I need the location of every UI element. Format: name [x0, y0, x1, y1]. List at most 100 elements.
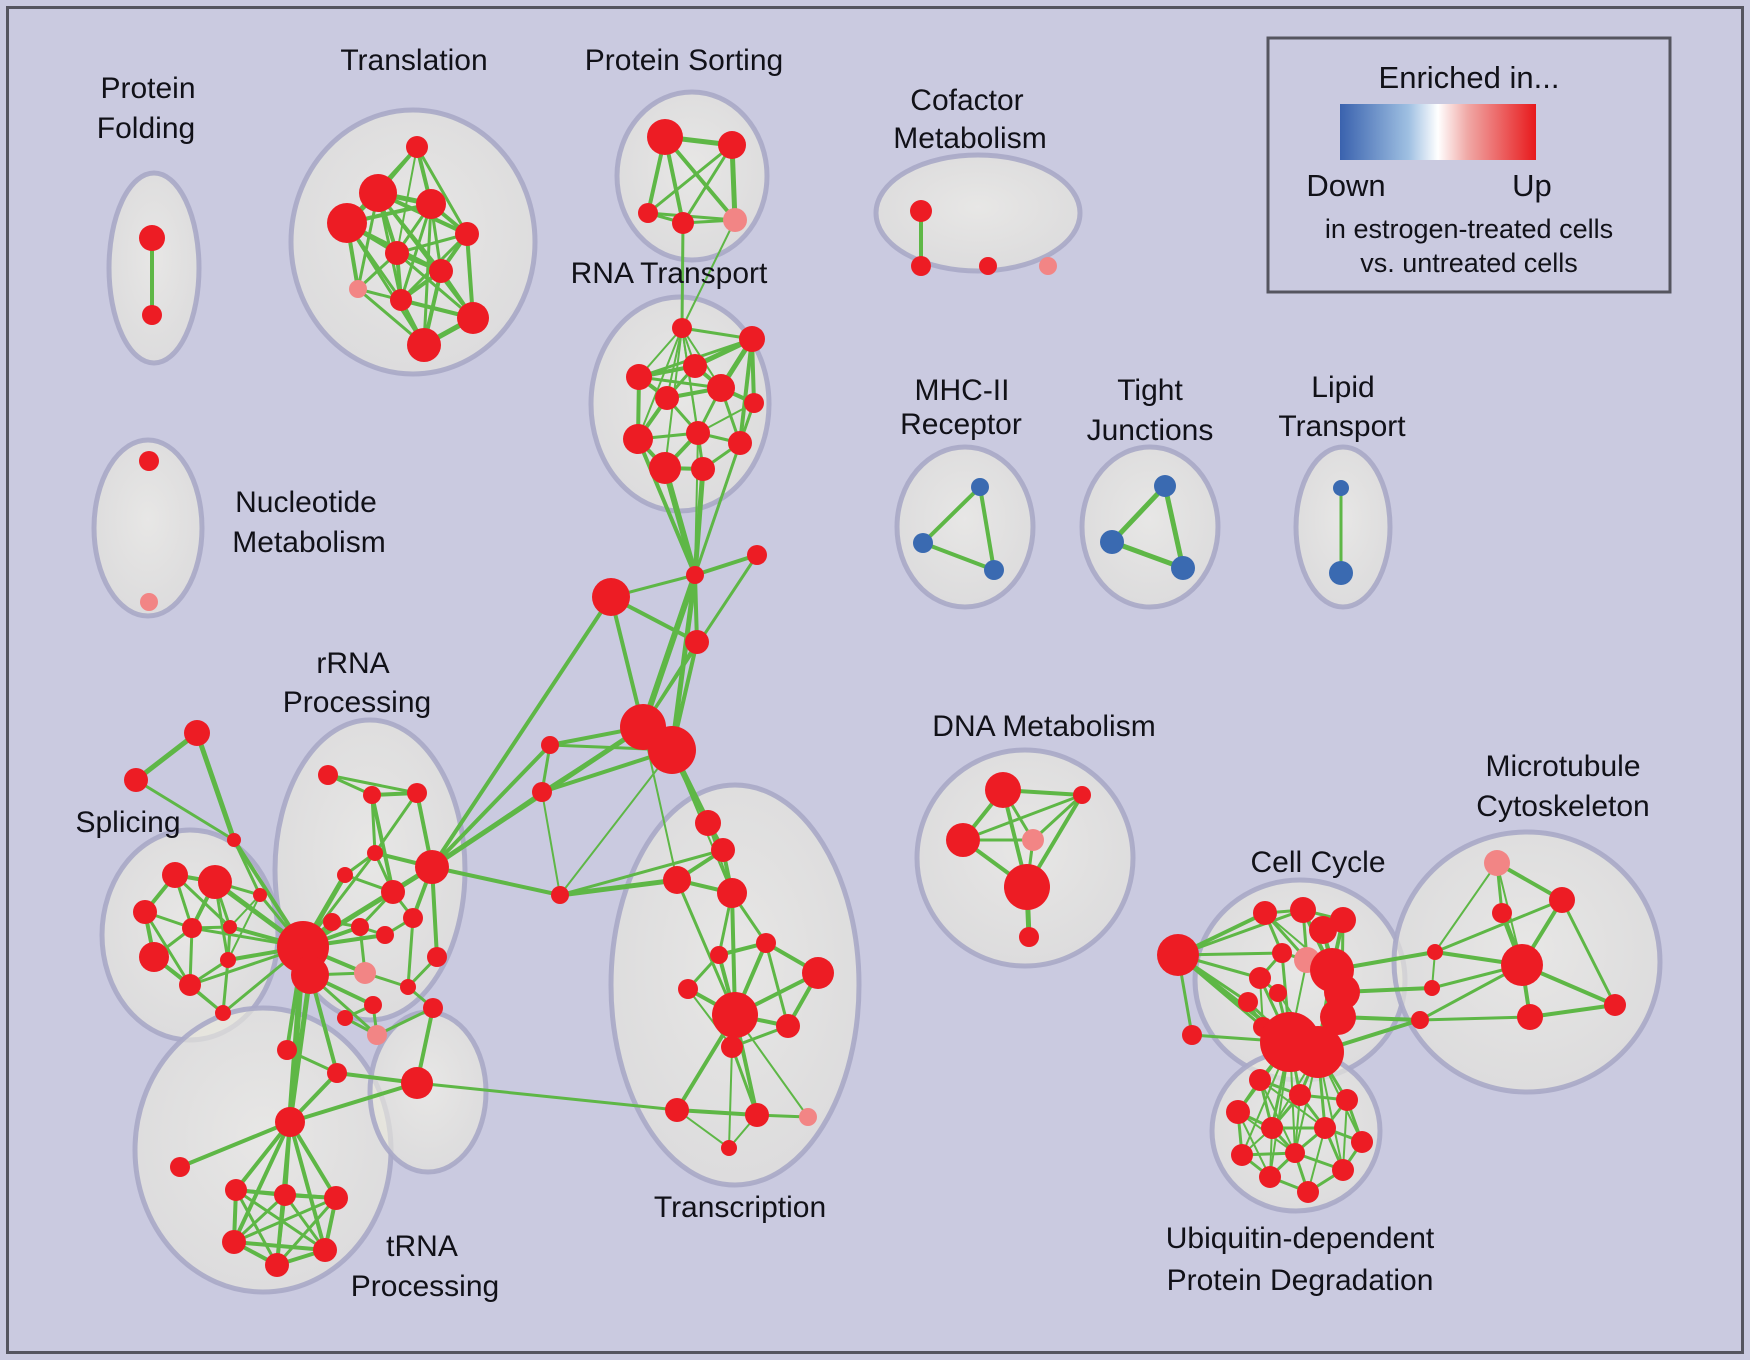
edge-cj1-cj3[interactable] — [693, 553, 759, 577]
edge-ps1-ps5[interactable] — [663, 135, 737, 222]
node-sp2[interactable] — [198, 865, 232, 899]
node-cj7[interactable] — [551, 886, 569, 904]
edge-rr6-cj5[interactable] — [430, 790, 544, 869]
node-ub2[interactable] — [1289, 1084, 1311, 1106]
node-cc1[interactable] — [1157, 934, 1199, 976]
node-cc3[interactable] — [1253, 901, 1277, 925]
edge-mh2-th1[interactable] — [287, 972, 313, 1125]
edge-dm3-dm4[interactable] — [1031, 793, 1084, 842]
node-sp1[interactable] — [162, 862, 188, 888]
edge-cj7-rr6[interactable] — [430, 865, 562, 897]
node-rr25[interactable] — [327, 1063, 347, 1083]
edge-cc1-cc4[interactable] — [1176, 908, 1305, 957]
edge-cj5-cj7[interactable] — [541, 791, 561, 896]
edge-tx11-tx15[interactable] — [728, 1046, 733, 1149]
node-cj6[interactable] — [541, 736, 559, 754]
node-cn3[interactable] — [1411, 1011, 1429, 1029]
edge-tj2-tj3[interactable] — [1109, 539, 1186, 571]
edge-ps5-rt1[interactable] — [681, 219, 736, 329]
node-dm1[interactable] — [985, 772, 1021, 808]
edge-cj7-tx3[interactable] — [557, 877, 680, 898]
node-hx2[interactable] — [648, 726, 696, 774]
node-mt2[interactable] — [1549, 887, 1575, 913]
edge-cn3-mt5[interactable] — [1418, 1015, 1532, 1022]
edge-tn6-tn7[interactable] — [232, 1240, 327, 1252]
node-ub1[interactable] — [1249, 1069, 1271, 1091]
edge-tj1-tj3[interactable] — [1162, 483, 1186, 571]
edge-th1-tn2[interactable] — [178, 1120, 292, 1169]
node-tx6[interactable] — [710, 946, 728, 964]
edge-rr6-cj6[interactable] — [430, 743, 552, 869]
node-mc2[interactable] — [913, 533, 933, 553]
node-tj3[interactable] — [1171, 556, 1195, 580]
node-cj2[interactable] — [685, 630, 709, 654]
node-tx8[interactable] — [802, 957, 834, 989]
node-th1[interactable] — [275, 1107, 305, 1137]
node-rr26[interactable] — [401, 1067, 433, 1099]
node-cf1[interactable] — [910, 200, 932, 222]
edge-sp5-sp6[interactable] — [229, 894, 261, 928]
node-lp1[interactable] — [1333, 480, 1349, 496]
edge-rt11-cj1[interactable] — [662, 465, 698, 578]
node-rr17[interactable] — [427, 947, 447, 967]
node-rt2[interactable] — [739, 326, 765, 352]
node-ub6[interactable] — [1314, 1117, 1336, 1139]
node-rr11[interactable] — [376, 926, 394, 944]
node-ps1[interactable] — [647, 119, 683, 155]
node-ub5[interactable] — [1261, 1117, 1283, 1139]
node-tn6[interactable] — [222, 1230, 246, 1254]
edge-cj1-hx1[interactable] — [640, 572, 698, 730]
node-cf3[interactable] — [979, 257, 997, 275]
node-tx11[interactable] — [721, 1036, 743, 1058]
edge-tl4-tl11[interactable] — [345, 221, 426, 347]
node-tx7[interactable] — [678, 979, 698, 999]
node-tn2[interactable] — [170, 1157, 190, 1177]
node-tn5[interactable] — [324, 1186, 348, 1210]
node-sp7[interactable] — [139, 942, 169, 972]
node-cc7[interactable] — [1272, 943, 1292, 963]
node-st1[interactable] — [184, 720, 210, 746]
node-tl6[interactable] — [385, 241, 409, 265]
edge-cj7-tx2[interactable] — [558, 848, 725, 897]
node-ub3[interactable] — [1336, 1089, 1358, 1111]
node-mt4[interactable] — [1501, 944, 1543, 986]
edge-rt10-cj1[interactable] — [693, 441, 742, 577]
node-tx1[interactable] — [695, 810, 721, 836]
node-rt6[interactable] — [744, 393, 764, 413]
edge-tn5-tn6[interactable] — [232, 1196, 338, 1244]
node-cc2[interactable] — [1182, 1025, 1202, 1045]
node-ub10[interactable] — [1332, 1159, 1354, 1181]
node-rt8[interactable] — [686, 421, 710, 445]
edge-mc2-mc3[interactable] — [921, 541, 996, 572]
node-tl11[interactable] — [407, 328, 441, 362]
edge-tn3-tn8[interactable] — [234, 1188, 279, 1267]
node-rr8[interactable] — [403, 908, 423, 928]
node-cj5[interactable] — [532, 782, 552, 802]
node-sp4[interactable] — [182, 918, 202, 938]
node-cc10[interactable] — [1249, 967, 1271, 989]
node-tx14[interactable] — [799, 1108, 817, 1126]
node-sp10[interactable] — [215, 1005, 231, 1021]
edge-rt2-rt10[interactable] — [738, 337, 754, 445]
node-rr9[interactable] — [323, 913, 341, 931]
edge-th1-tn6[interactable] — [232, 1120, 292, 1244]
node-sp9[interactable] — [220, 952, 236, 968]
node-rt3[interactable] — [683, 354, 707, 378]
node-rr6[interactable] — [415, 850, 449, 884]
node-ps3[interactable] — [638, 203, 658, 223]
edge-rr26-tx12[interactable] — [415, 1081, 679, 1112]
edge-cn1-mt1[interactable] — [1434, 862, 1498, 953]
edge-dm2-dm3[interactable] — [961, 793, 1084, 842]
edge-st1-st3[interactable] — [194, 730, 237, 843]
node-cc4[interactable] — [1290, 897, 1316, 923]
edge-cj4-rr6[interactable] — [430, 595, 613, 869]
edge-th1-tn7[interactable] — [288, 1120, 327, 1252]
node-dm5[interactable] — [1004, 864, 1050, 910]
node-tl8[interactable] — [349, 280, 367, 298]
node-rt10[interactable] — [728, 431, 752, 455]
node-tx9[interactable] — [712, 992, 758, 1038]
edge-tx12-tx13[interactable] — [675, 1108, 759, 1117]
node-rr4[interactable] — [367, 845, 383, 861]
node-sp6[interactable] — [253, 888, 267, 902]
